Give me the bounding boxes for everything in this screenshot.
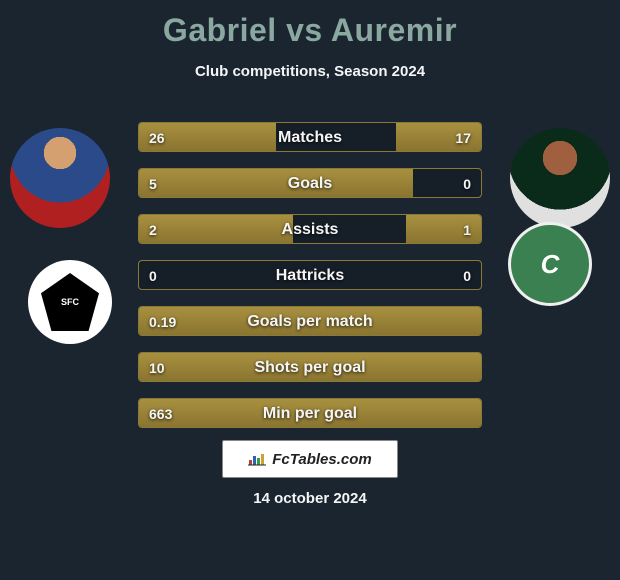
stat-row: 2617Matches (138, 122, 482, 152)
player-left-avatar-art (10, 128, 110, 228)
player-left-avatar (10, 128, 110, 228)
player-left-club-badge: SFC (28, 260, 112, 344)
brand-badge: FcTables.com (222, 440, 398, 478)
stat-label: Min per goal (139, 399, 481, 427)
stat-label: Assists (139, 215, 481, 243)
player-right-avatar (510, 128, 610, 228)
page-title: Gabriel vs Auremir (0, 0, 620, 49)
player-right-club-badge: C (508, 222, 592, 306)
stat-row: 00Hattricks (138, 260, 482, 290)
brand-text: FcTables.com (272, 451, 371, 468)
stat-row: 21Assists (138, 214, 482, 244)
stat-row: 0.19Goals per match (138, 306, 482, 336)
stat-label: Goals (139, 169, 481, 197)
stat-label: Hattricks (139, 261, 481, 289)
footer-date: 14 october 2024 (0, 490, 620, 507)
player-right-avatar-art (510, 128, 610, 228)
stats-chart: 2617Matches 50Goals 21Assists 00Hattricks 0.… (138, 122, 482, 444)
bar-chart-icon (248, 452, 266, 466)
stat-row: 50Goals (138, 168, 482, 198)
page-subtitle: Club competitions, Season 2024 (0, 63, 620, 80)
stat-row: 10Shots per goal (138, 352, 482, 382)
stat-label: Goals per match (139, 307, 481, 335)
chapecoense-badge-icon: C (541, 249, 560, 280)
santos-badge-icon: SFC (41, 273, 99, 331)
stat-label: Matches (139, 123, 481, 151)
stat-row: 663Min per goal (138, 398, 482, 428)
stat-label: Shots per goal (139, 353, 481, 381)
